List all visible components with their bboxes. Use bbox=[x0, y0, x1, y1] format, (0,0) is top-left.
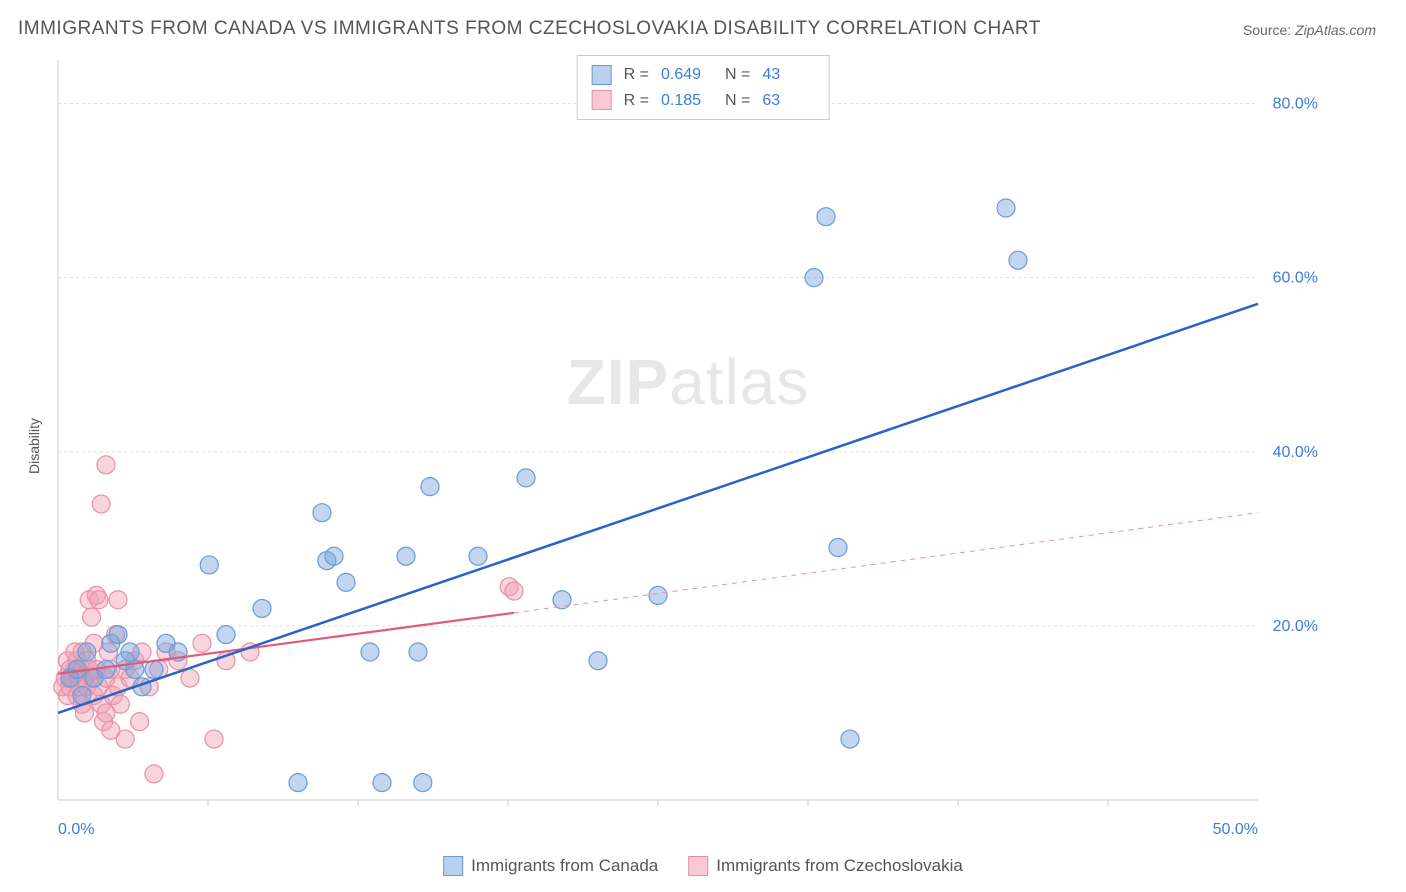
svg-text:0.0%: 0.0% bbox=[58, 821, 94, 838]
source-name: ZipAtlas.com bbox=[1295, 22, 1376, 38]
legend-label-canada: Immigrants from Canada bbox=[471, 856, 658, 876]
r-label: R = bbox=[624, 62, 649, 88]
scatter-plot: 20.0% 40.0% 60.0% 80.0% 0.0% 50.0% bbox=[48, 50, 1328, 840]
svg-text:50.0%: 50.0% bbox=[1213, 821, 1258, 838]
source-attribution: Source: ZipAtlas.com bbox=[1243, 22, 1376, 38]
y-axis-label: Disability bbox=[26, 418, 42, 474]
legend-row-canada: R = 0.649 N = 43 bbox=[592, 62, 815, 88]
legend-item-canada: Immigrants from Canada bbox=[443, 856, 658, 876]
correlation-legend: R = 0.649 N = 43 R = 0.185 N = 63 bbox=[577, 55, 830, 120]
chart-title: IMMIGRANTS FROM CANADA VS IMMIGRANTS FRO… bbox=[18, 18, 1041, 40]
r-label: R = bbox=[624, 88, 649, 114]
svg-text:40.0%: 40.0% bbox=[1273, 444, 1318, 461]
chart-area: 20.0%40.0%60.0%80.0%0.0%50.0% ZIPatlas bbox=[48, 50, 1328, 840]
r-value-czech: 0.185 bbox=[661, 88, 713, 114]
legend-row-czech: R = 0.185 N = 63 bbox=[592, 88, 815, 114]
svg-text:20.0%: 20.0% bbox=[1273, 618, 1318, 635]
svg-text:60.0%: 60.0% bbox=[1273, 270, 1318, 287]
legend-label-czech: Immigrants from Czechoslovakia bbox=[716, 856, 963, 876]
swatch-canada bbox=[443, 856, 463, 876]
swatch-czech bbox=[688, 856, 708, 876]
swatch-canada bbox=[592, 65, 612, 85]
series-legend: Immigrants from Canada Immigrants from C… bbox=[443, 856, 963, 876]
n-value-canada: 43 bbox=[762, 62, 814, 88]
n-value-czech: 63 bbox=[762, 88, 814, 114]
source-prefix: Source: bbox=[1243, 22, 1295, 38]
r-value-canada: 0.649 bbox=[661, 62, 713, 88]
n-label: N = bbox=[725, 88, 750, 114]
swatch-czech bbox=[592, 90, 612, 110]
legend-item-czech: Immigrants from Czechoslovakia bbox=[688, 856, 963, 876]
n-label: N = bbox=[725, 62, 750, 88]
svg-text:80.0%: 80.0% bbox=[1273, 96, 1318, 113]
